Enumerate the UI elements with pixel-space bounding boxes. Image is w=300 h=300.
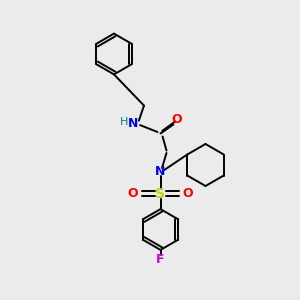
Text: F: F [156,253,165,266]
Text: N: N [155,165,166,178]
Text: O: O [172,113,182,126]
Text: N: N [128,117,138,130]
Text: H: H [120,117,128,127]
Text: O: O [128,187,138,200]
Text: O: O [183,187,194,200]
Text: S: S [155,187,166,200]
